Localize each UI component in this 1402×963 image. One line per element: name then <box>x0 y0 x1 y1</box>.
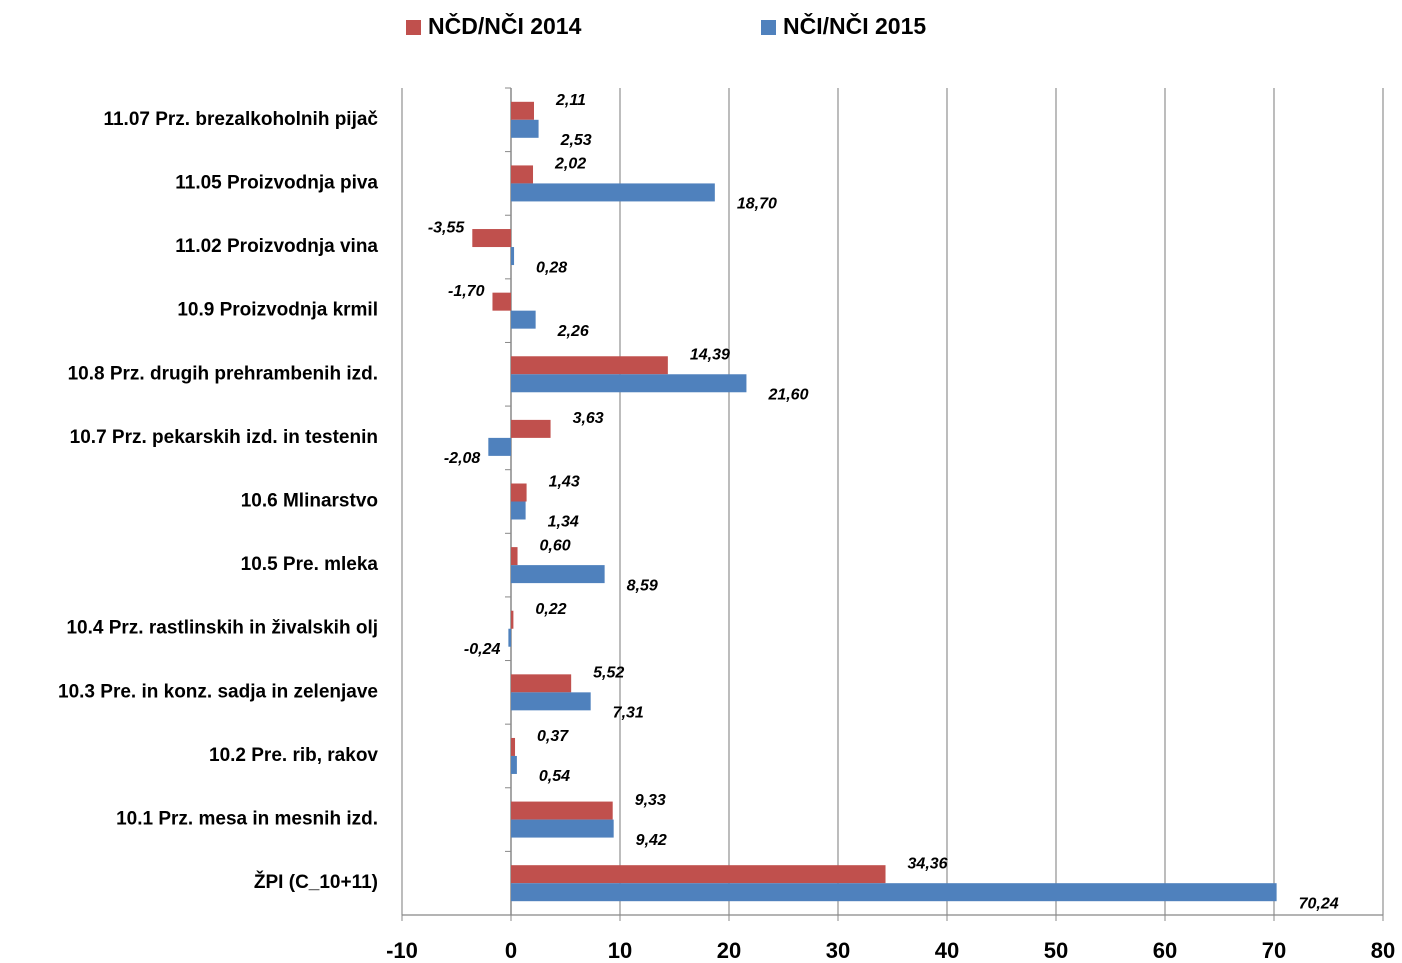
bar <box>511 419 551 438</box>
category-label: 10.1 Prz. mesa in mesnih izd. <box>116 809 378 830</box>
category-label: ŽPI (C_10+11) <box>254 871 378 893</box>
value-label: 2,11 <box>555 92 586 109</box>
category-label: 10.8 Prz. drugih prehrambenih izd. <box>68 363 378 384</box>
bar <box>511 374 747 393</box>
bar <box>511 247 515 266</box>
bar <box>511 165 534 184</box>
legend-swatch <box>761 20 776 35</box>
legend-label: NČI/NČI 2015 <box>783 12 926 39</box>
value-label: 0,54 <box>539 768 570 785</box>
value-label: 3,63 <box>573 410 604 427</box>
x-tick-label: 10 <box>608 938 632 963</box>
value-label: 18,70 <box>737 196 777 213</box>
value-label: 8,59 <box>627 577 658 594</box>
x-tick-label: 60 <box>1153 938 1177 963</box>
value-label: 14,39 <box>690 346 730 363</box>
value-label: 0,28 <box>536 259 567 276</box>
bar <box>511 865 886 884</box>
value-label: 1,34 <box>548 514 579 531</box>
category-label: 10.6 Mlinarstvo <box>241 491 378 512</box>
value-label: 9,42 <box>636 832 667 849</box>
value-label: 1,43 <box>549 474 580 491</box>
bar <box>511 737 516 756</box>
x-tick-label: 30 <box>826 938 850 963</box>
bar <box>492 292 511 311</box>
category-label: 10.3 Pre. in konz. sadja in zelenjave <box>58 681 378 702</box>
bar <box>511 819 614 838</box>
x-tick-label: 80 <box>1371 938 1395 963</box>
bar <box>508 628 511 647</box>
bar <box>511 755 517 774</box>
value-label: -0,24 <box>464 641 501 658</box>
value-label: 70,24 <box>1299 895 1339 912</box>
category-label: 11.07 Prz. brezalkoholnih pijač <box>103 109 378 130</box>
category-label: 10.9 Proizvodnja krmil <box>177 300 378 321</box>
value-label: 0,37 <box>537 728 569 745</box>
value-label: 9,33 <box>635 792 666 809</box>
value-label: 2,53 <box>560 132 592 149</box>
x-tick-label: 50 <box>1044 938 1068 963</box>
bar <box>511 310 536 329</box>
bar <box>472 229 511 248</box>
value-label: 21,60 <box>767 386 808 403</box>
category-label: 11.05 Proizvodnja piva <box>175 172 378 193</box>
x-tick-label: 20 <box>717 938 741 963</box>
value-label: 0,22 <box>535 601 566 618</box>
bar <box>511 483 527 502</box>
x-tick-label: 70 <box>1262 938 1286 963</box>
x-tick-label: -10 <box>386 938 418 963</box>
value-label: 2,26 <box>557 323 589 340</box>
bar <box>511 883 1277 902</box>
category-label: 10.4 Prz. rastlinskih in živalskih olj <box>66 618 378 639</box>
value-label: 0,60 <box>540 537 571 554</box>
bar <box>511 801 613 820</box>
bar <box>511 183 715 202</box>
bar <box>511 674 572 693</box>
category-label: 10.2 Pre. rib, rakov <box>209 745 378 766</box>
bar <box>511 565 605 584</box>
category-label: 11.02 Proizvodnja vina <box>175 236 378 257</box>
value-label: 5,52 <box>593 665 624 682</box>
value-label: 2,02 <box>554 156 586 173</box>
value-label: 7,31 <box>613 705 644 722</box>
legend-swatch <box>406 20 421 35</box>
bar <box>511 119 539 138</box>
value-label: -1,70 <box>448 283 485 300</box>
value-label: -2,08 <box>444 450 481 467</box>
legend-label: NČD/NČI 2014 <box>428 12 582 39</box>
category-label: 10.7 Prz. pekarskih izd. in testenin <box>70 427 378 448</box>
value-label: 34,36 <box>908 855 948 872</box>
x-tick-label: 40 <box>935 938 959 963</box>
bar <box>511 501 526 520</box>
bar <box>511 356 668 375</box>
category-label: 10.5 Pre. mleka <box>241 554 379 575</box>
bar <box>511 547 518 566</box>
bar <box>511 101 534 120</box>
value-label: -3,55 <box>428 219 466 236</box>
bar <box>488 437 511 456</box>
bar <box>511 610 514 629</box>
bar <box>511 692 591 711</box>
x-tick-label: 0 <box>505 938 517 963</box>
